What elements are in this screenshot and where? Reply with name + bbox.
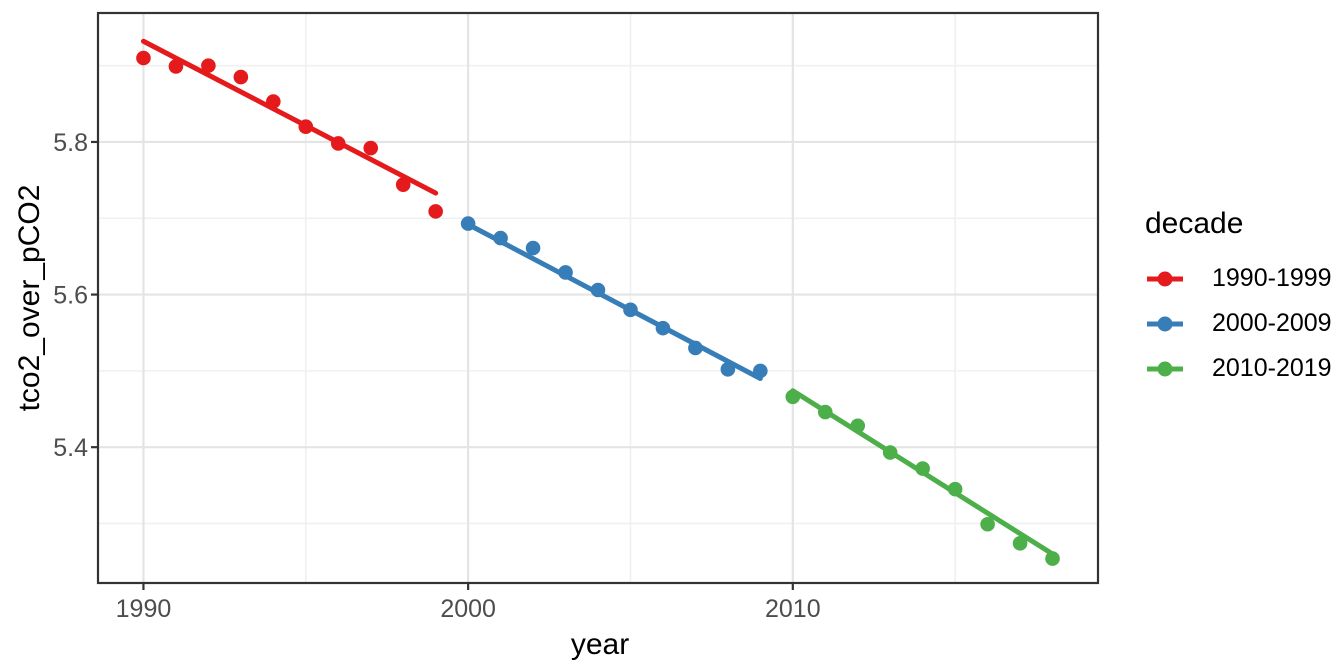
legend-key-icon [1147,271,1183,286]
x-tick-label: 2010 [765,595,821,623]
legend-title: decade [1145,207,1244,240]
data-point [201,58,216,73]
data-point [720,362,736,377]
legend-item: 2010-2019 [1145,346,1332,391]
legend-item: 1990-1999 [1145,256,1332,301]
data-point [1045,551,1060,566]
y-axis-title: tco2_over_pCO2 [13,184,46,412]
data-point [655,320,671,336]
data-point [168,59,184,74]
data-point [947,481,963,497]
data-point [915,461,930,476]
data-point [493,230,508,246]
data-point [460,216,476,231]
data-point [330,136,346,151]
data-point [688,340,703,356]
data-point [590,282,606,298]
legend: decade 1990-1999 2000-2009 2010-2019 [1145,206,1332,391]
data-point [266,94,281,109]
data-point [395,177,411,192]
x-tick-label: 1990 [116,595,172,623]
data-point [623,302,638,318]
panel-border [96,11,1100,585]
legend-key-icon [1147,361,1183,376]
legend-item-label: 2010-2019 [1212,354,1332,382]
data-point [136,50,151,66]
x-tick-label: 2000 [440,595,496,623]
data-point [428,204,443,219]
trend-line [465,221,763,382]
legend-items: 1990-1999 2000-2009 2010-2019 [1145,256,1332,391]
data-point [850,418,866,434]
data-point [233,69,249,85]
x-axis-title: year [570,628,630,661]
trend-line [140,38,439,196]
data-point [753,363,768,379]
data-point [298,119,314,134]
data-point [882,445,898,460]
data-point [980,516,995,532]
legend-item-label: 1990-1999 [1212,264,1332,292]
data-point [363,140,379,156]
data-point [558,265,573,280]
data-point [785,389,801,405]
data-point [817,404,833,420]
y-tick-label: 5.8 [53,129,88,157]
data-point [525,240,541,256]
legend-item-label: 2000-2009 [1212,309,1332,337]
y-tick-label: 5.6 [53,282,88,310]
legend-key-icon [1147,316,1183,331]
data-point [1012,536,1028,551]
y-tick-label: 5.4 [53,434,88,462]
legend-item: 2000-2009 [1145,301,1332,346]
